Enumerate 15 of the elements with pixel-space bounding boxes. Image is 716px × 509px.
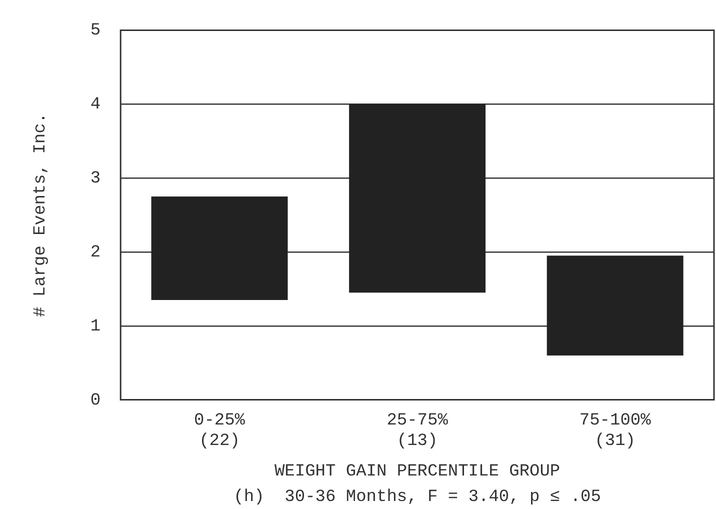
x-tick-label: 25-75% (13) [386,412,449,451]
y-tick-label: 1 [90,317,101,336]
bar [151,196,288,300]
bar [546,256,684,356]
x-axis-title: WEIGHT GAIN PERCENTILE GROUP [274,462,560,482]
x-tick-label: 0-25% (22) [194,412,246,451]
bar [349,104,486,293]
y-axis-title: # Large Events, Inc. [32,112,51,318]
y-tick-label: 4 [90,96,101,115]
y-tick-label: 0 [90,391,101,410]
y-tick-label: 2 [90,243,101,262]
y-tick-label: 3 [90,170,101,189]
text: (h) 30-36 Months, F = 3.40, p ≤ .05 [234,488,601,507]
x-tick-label: 75-100% (31) [579,412,652,451]
y-tick-label: 5 [90,22,101,41]
